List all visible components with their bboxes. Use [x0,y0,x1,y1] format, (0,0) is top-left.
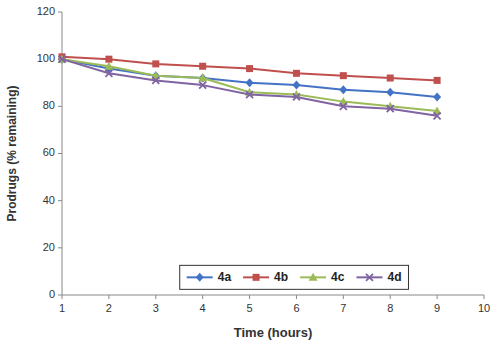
y-tick [58,247,62,248]
series [58,55,441,102]
x-tick [437,295,438,299]
x-tick-label: 5 [246,302,252,314]
y-tick-label: 60 [43,146,55,158]
x-tick [390,295,391,299]
data-point [152,60,159,67]
x-tick [343,295,344,299]
data-point [246,91,253,98]
data-point [58,55,67,63]
x-tick-label: 7 [340,302,346,314]
series [58,55,442,115]
legend-item: 4d [356,270,401,284]
x-tick [296,295,297,299]
y-tick-label: 0 [49,288,55,300]
data-point [293,70,300,77]
data-point [292,81,300,90]
legend-label: 4b [274,270,288,284]
data-point [199,63,206,70]
series-line [62,59,437,111]
y-axis-label: Prodrugs (% remaining) [5,85,19,221]
data-point [198,74,207,82]
y-tick [58,200,62,201]
chart: 0 20 40 60 80 100 120 1 2 3 4 5 6 7 8 9 10 Time (hours) Pr… [0,0,500,347]
x-tick-label: 10 [478,302,490,314]
legend-label: 4d [387,270,401,284]
legend-label: 4a [218,270,232,284]
data-point [434,77,441,84]
x-tick [484,295,485,299]
data-point [340,72,347,79]
axes: 0 20 40 60 80 100 120 1 2 3 4 5 6 7 8 9 10 [37,5,490,314]
x-axis-label: Time (hours) [234,325,313,340]
data-point [386,88,394,97]
legend-frame [180,265,409,289]
data-point [340,103,347,110]
data-point [105,56,112,63]
data-point [246,65,253,72]
legend-symbol [309,273,318,281]
y-tick-label: 20 [43,241,55,253]
y-tick-label: 80 [43,99,55,111]
legend-symbol [253,274,260,281]
legend-item: 4c [300,270,345,284]
legend-label: 4c [331,270,345,284]
chart-container: 0 20 40 60 80 100 120 1 2 3 4 5 6 7 8 9 10 Time (hours) Pr… [0,0,500,347]
data-point [387,75,394,82]
data-point [152,77,159,84]
x-tick-label: 8 [387,302,393,314]
x-tick-label: 1 [59,302,65,314]
legend: 4a 4b 4c 4d [180,265,409,289]
x-axis-line [62,295,484,296]
x-tick [108,295,109,299]
x-tick [155,295,156,299]
x-tick-label: 6 [293,302,299,314]
x-tick-label: 2 [106,302,112,314]
legend-symbol [196,273,204,282]
x-tick [249,295,250,299]
data-point [434,112,441,119]
legend-symbol [366,274,373,281]
data-point [59,56,66,63]
y-tick-label: 100 [37,52,55,64]
x-tick-label: 3 [153,302,159,314]
data-point [246,78,254,87]
data-point [339,85,347,94]
data-point [105,70,112,77]
y-tick-label: 40 [43,194,55,206]
plot-area [58,53,442,119]
data-point [293,93,300,100]
series-line [62,59,437,116]
data-point [387,105,394,112]
data-point [199,82,206,89]
y-tick [58,295,62,296]
x-tick [62,295,63,299]
x-tick-label: 4 [200,302,206,314]
legend-item: 4a [187,270,232,284]
data-point [104,62,113,70]
series [59,56,441,120]
y-tick [58,12,62,13]
x-tick [202,295,203,299]
y-tick [58,106,62,107]
y-tick [58,153,62,154]
data-point [433,92,441,101]
y-tick-label: 120 [37,5,55,17]
legend-item: 4b [243,270,288,284]
x-tick-label: 9 [434,302,440,314]
